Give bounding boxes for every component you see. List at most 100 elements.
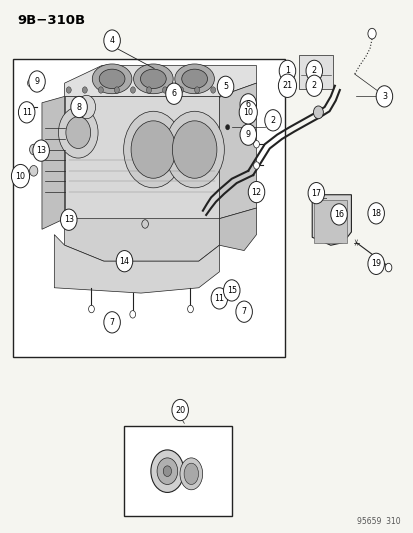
Circle shape [194,87,199,93]
Polygon shape [42,96,64,229]
Text: 11: 11 [21,108,32,117]
Text: 4: 4 [109,36,114,45]
Circle shape [77,95,95,119]
Polygon shape [64,96,219,219]
Circle shape [146,87,151,93]
Polygon shape [219,208,256,251]
FancyBboxPatch shape [313,200,347,243]
Ellipse shape [181,69,207,88]
Text: 95659  310: 95659 310 [356,517,400,526]
Circle shape [163,466,171,477]
Text: 6: 6 [245,100,250,109]
Text: 1: 1 [284,67,289,75]
Circle shape [375,86,392,107]
Circle shape [235,301,252,322]
Circle shape [187,305,193,313]
Circle shape [171,399,188,421]
Text: 21: 21 [282,81,292,90]
Polygon shape [54,235,219,293]
Text: 5: 5 [223,82,228,91]
Text: 10: 10 [15,172,26,181]
Text: 2: 2 [311,67,316,75]
Ellipse shape [92,64,132,94]
Ellipse shape [133,64,173,94]
Circle shape [240,124,256,146]
Circle shape [98,87,103,93]
Circle shape [239,101,257,124]
Polygon shape [311,195,351,245]
Polygon shape [64,66,256,96]
Circle shape [116,251,133,272]
Circle shape [157,458,177,484]
Text: 9: 9 [245,130,250,139]
Circle shape [367,253,384,274]
Circle shape [131,121,175,178]
Text: 15: 15 [226,286,236,295]
Text: 9B−310B: 9B−310B [17,14,85,27]
Circle shape [19,102,35,123]
Circle shape [33,140,49,161]
Circle shape [27,79,33,87]
FancyBboxPatch shape [298,55,332,90]
Circle shape [104,312,120,333]
Circle shape [29,144,38,155]
Circle shape [82,87,87,93]
Circle shape [114,87,119,93]
Circle shape [211,288,227,309]
Bar [124,426,231,516]
Text: 13: 13 [36,146,46,155]
Circle shape [305,75,322,96]
Circle shape [150,450,183,492]
Text: 7: 7 [109,318,114,327]
Ellipse shape [99,69,125,88]
Text: 12: 12 [251,188,261,197]
Circle shape [66,117,90,149]
Text: 19: 19 [370,260,380,268]
Circle shape [367,203,384,224]
Circle shape [58,107,98,158]
Circle shape [307,182,324,204]
Ellipse shape [140,69,166,88]
Text: 10: 10 [243,108,253,117]
Circle shape [253,162,259,169]
Circle shape [162,87,167,93]
Circle shape [210,87,215,93]
Circle shape [305,60,322,82]
Circle shape [178,87,183,93]
Circle shape [123,111,183,188]
Circle shape [385,263,391,272]
Circle shape [249,104,254,110]
Polygon shape [64,219,219,261]
Text: 14: 14 [119,257,129,265]
Circle shape [66,87,71,93]
Circle shape [248,181,264,203]
Circle shape [27,103,33,111]
Circle shape [264,110,280,131]
Polygon shape [219,83,256,219]
Circle shape [104,30,120,51]
Circle shape [278,74,296,98]
Circle shape [313,106,323,119]
Text: 17: 17 [311,189,320,198]
Circle shape [330,204,347,225]
Text: 18: 18 [370,209,380,218]
Circle shape [60,209,77,230]
Circle shape [28,71,45,92]
Text: 11: 11 [214,294,224,303]
Ellipse shape [184,463,198,484]
Text: 3: 3 [381,92,386,101]
Circle shape [240,94,256,115]
Circle shape [172,121,216,178]
Circle shape [12,165,29,188]
Circle shape [71,96,87,118]
Text: 7: 7 [241,307,246,316]
Circle shape [164,111,224,188]
Text: 9: 9 [34,77,40,86]
Circle shape [249,128,254,134]
Circle shape [130,87,135,93]
Ellipse shape [180,458,202,490]
Circle shape [225,125,229,130]
Text: 13: 13 [64,215,74,224]
Ellipse shape [174,64,214,94]
Circle shape [130,311,135,318]
